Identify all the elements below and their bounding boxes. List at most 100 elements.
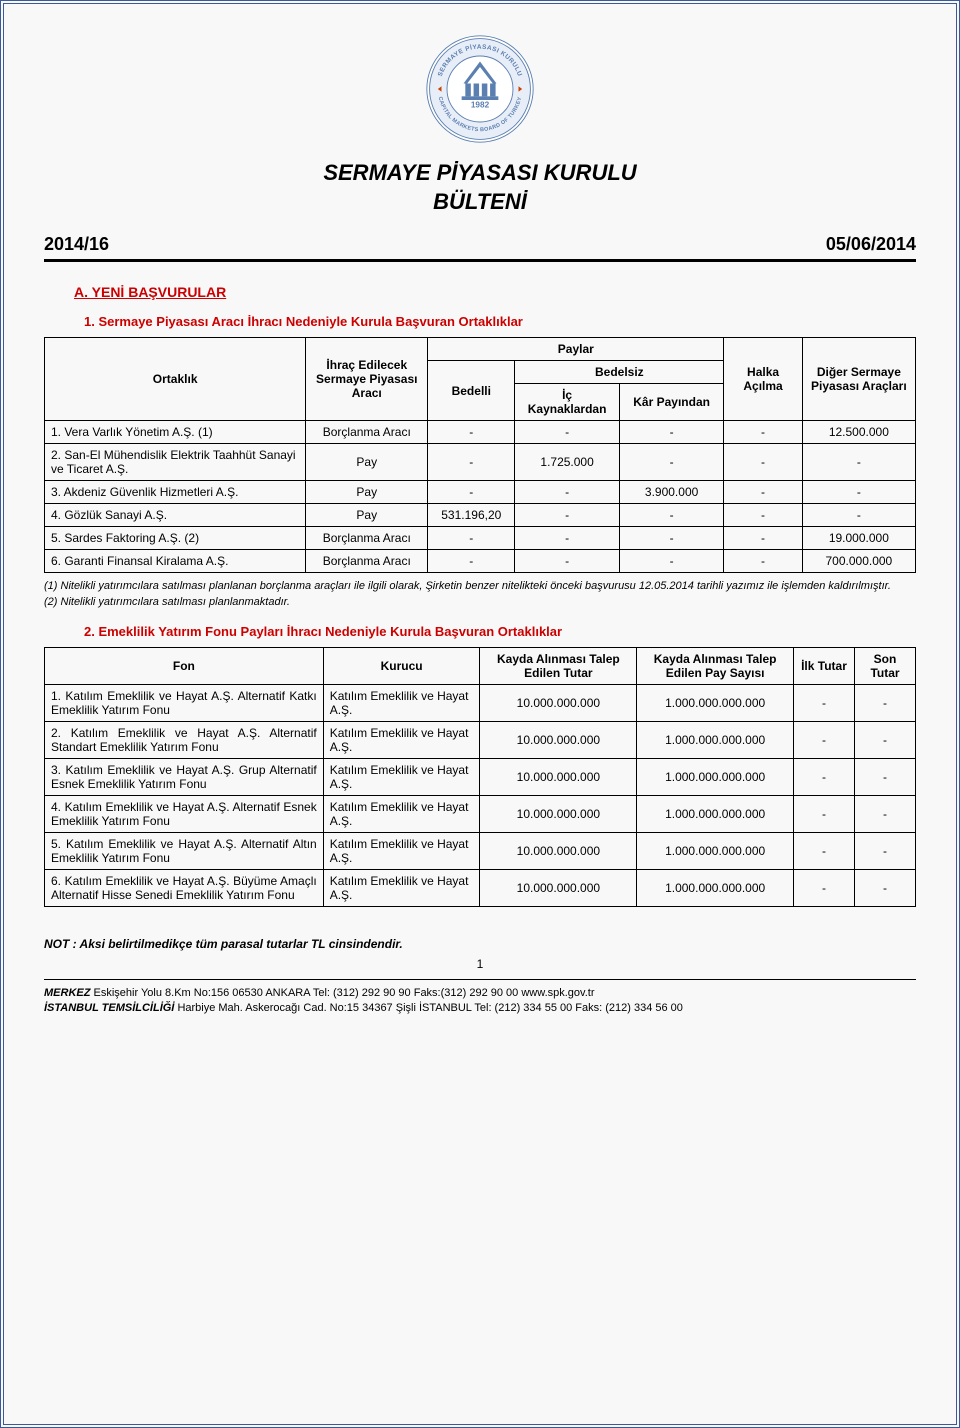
title-line-2: BÜLTENİ (433, 189, 527, 214)
table-row: 2. Katılım Emeklilik ve Hayat A.Ş. Alter… (45, 721, 916, 758)
cell-kurucu: Katılım Emeklilik ve Hayat A.Ş. (323, 832, 480, 869)
cell-son: - (854, 832, 915, 869)
issue-number: 2014/16 (44, 234, 109, 255)
cell-bedelli: - (428, 550, 515, 573)
cell-fon: 5. Katılım Emeklilik ve Hayat A.Ş. Alter… (45, 832, 324, 869)
footer-istanbul-label: İSTANBUL TEMSİLCİLİĞİ (44, 1002, 177, 1014)
note-line: NOT : Aksi belirtilmedikçe tüm parasal t… (44, 937, 916, 951)
cell-bedelli: - (428, 481, 515, 504)
cell-halka: - (724, 527, 802, 550)
th-ihrac: İhraç Edilecek Sermaye Piyasası Aracı (306, 338, 428, 421)
cell-son: - (854, 758, 915, 795)
cell-halka: - (724, 421, 802, 444)
th-talep-pay: Kayda Alınması Talep Edilen Pay Sayısı (637, 647, 794, 684)
cell-tutar: 10.000.000.000 (480, 758, 637, 795)
cell-halka: - (724, 444, 802, 481)
cell-name: 5. Sardes Faktoring A.Ş. (2) (45, 527, 306, 550)
cell-tutar: 10.000.000.000 (480, 795, 637, 832)
th-kurucu: Kurucu (323, 647, 480, 684)
cell-ic: - (515, 421, 620, 444)
cell-name: 1. Vera Varlık Yönetim A.Ş. (1) (45, 421, 306, 444)
cell-tutar: 10.000.000.000 (480, 684, 637, 721)
cell-kurucu: Katılım Emeklilik ve Hayat A.Ş. (323, 869, 480, 906)
cell-arac: Pay (306, 504, 428, 527)
cell-name: 6. Garanti Finansal Kiralama A.Ş. (45, 550, 306, 573)
issue-date: 05/06/2014 (826, 234, 916, 255)
cell-pay: 1.000.000.000.000 (637, 832, 794, 869)
subsection-1-header: 1. Sermaye Piyasası Aracı İhracı Nedeniy… (84, 314, 916, 329)
cell-pay: 1.000.000.000.000 (637, 795, 794, 832)
footnote-2: (2) Nitelikli yatırımcılara satılması pl… (44, 595, 916, 609)
cell-kurucu: Katılım Emeklilik ve Hayat A.Ş. (323, 684, 480, 721)
th-ic: İç Kaynaklardan (515, 384, 620, 421)
cell-pay: 1.000.000.000.000 (637, 869, 794, 906)
cell-diger: - (802, 444, 915, 481)
cell-bedelli: - (428, 444, 515, 481)
cell-tutar: 10.000.000.000 (480, 832, 637, 869)
cell-kurucu: Katılım Emeklilik ve Hayat A.Ş. (323, 721, 480, 758)
cell-kar: - (619, 550, 724, 573)
cell-arac: Borçlanma Aracı (306, 550, 428, 573)
cell-ic: - (515, 481, 620, 504)
svg-text:1982: 1982 (471, 100, 490, 109)
table-row: 3. Akdeniz Güvenlik Hizmetleri A.Ş.Pay--… (45, 481, 916, 504)
cell-diger: - (802, 504, 915, 527)
cell-ic: - (515, 527, 620, 550)
cell-kurucu: Katılım Emeklilik ve Hayat A.Ş. (323, 795, 480, 832)
cell-halka: - (724, 504, 802, 527)
cell-fon: 3. Katılım Emeklilik ve Hayat A.Ş. Grup … (45, 758, 324, 795)
cell-fon: 1. Katılım Emeklilik ve Hayat A.Ş. Alter… (45, 684, 324, 721)
cell-ilk: - (794, 795, 855, 832)
cell-kar: - (619, 444, 724, 481)
cell-arac: Borçlanma Aracı (306, 527, 428, 550)
cell-diger: - (802, 481, 915, 504)
table-1-header-row-1: Ortaklık İhraç Edilecek Sermaye Piyasası… (45, 338, 916, 361)
cell-ic: - (515, 504, 620, 527)
logo-container: SERMAYE PİYASASI KURULU CAPITAL MARKETS … (44, 34, 916, 149)
cell-ilk: - (794, 832, 855, 869)
table-row: 6. Katılım Emeklilik ve Hayat A.Ş. Büyüm… (45, 869, 916, 906)
table-row: 6. Garanti Finansal Kiralama A.Ş.Borçlan… (45, 550, 916, 573)
footer-merkez-text: Eskişehir Yolu 8.Km No:156 06530 ANKARA … (94, 987, 595, 999)
th-diger: Diğer Sermaye Piyasası Araçları (802, 338, 915, 421)
subsection-2-header: 2. Emeklilik Yatırım Fonu Payları İhracı… (84, 624, 916, 639)
cell-ic: - (515, 550, 620, 573)
cell-fon: 2. Katılım Emeklilik ve Hayat A.Ş. Alter… (45, 721, 324, 758)
section-a-header: A. YENİ BAŞVURULAR (74, 284, 916, 300)
cell-diger: 700.000.000 (802, 550, 915, 573)
cell-fon: 6. Katılım Emeklilik ve Hayat A.Ş. Büyüm… (45, 869, 324, 906)
cell-fon: 4. Katılım Emeklilik ve Hayat A.Ş. Alter… (45, 795, 324, 832)
cell-name: 3. Akdeniz Güvenlik Hizmetleri A.Ş. (45, 481, 306, 504)
table-row: 1. Katılım Emeklilik ve Hayat A.Ş. Alter… (45, 684, 916, 721)
cell-name: 4. Gözlük Sanayi A.Ş. (45, 504, 306, 527)
cell-name: 2. San-El Mühendislik Elektrik Taahhüt S… (45, 444, 306, 481)
table-2: Fon Kurucu Kayda Alınması Talep Edilen T… (44, 647, 916, 907)
footer-istanbul-text: Harbiye Mah. Askerocağı Cad. No:15 34367… (177, 1002, 682, 1014)
table-row: 2. San-El Mühendislik Elektrik Taahhüt S… (45, 444, 916, 481)
cell-tutar: 10.000.000.000 (480, 869, 637, 906)
footer: MERKEZ Eskişehir Yolu 8.Km No:156 06530 … (44, 986, 916, 1017)
cell-diger: 19.000.000 (802, 527, 915, 550)
th-paylar: Paylar (428, 338, 724, 361)
th-talep-tutar: Kayda Alınması Talep Edilen Tutar (480, 647, 637, 684)
table-row: 5. Sardes Faktoring A.Ş. (2)Borçlanma Ar… (45, 527, 916, 550)
footnote-1: (1) Nitelikli yatırımcılara satılması pl… (44, 579, 916, 593)
footer-merkez: MERKEZ Eskişehir Yolu 8.Km No:156 06530 … (44, 986, 916, 1001)
th-ortaklik: Ortaklık (45, 338, 306, 421)
cell-halka: - (724, 550, 802, 573)
cell-son: - (854, 684, 915, 721)
table-1: Ortaklık İhraç Edilecek Sermaye Piyasası… (44, 337, 916, 573)
th-fon: Fon (45, 647, 324, 684)
table-row: 4. Katılım Emeklilik ve Hayat A.Ş. Alter… (45, 795, 916, 832)
cell-tutar: 10.000.000.000 (480, 721, 637, 758)
cell-son: - (854, 869, 915, 906)
cell-son: - (854, 721, 915, 758)
th-ilk: İlk Tutar (794, 647, 855, 684)
cell-kar: - (619, 527, 724, 550)
cell-kurucu: Katılım Emeklilik ve Hayat A.Ş. (323, 758, 480, 795)
cell-diger: 12.500.000 (802, 421, 915, 444)
cell-pay: 1.000.000.000.000 (637, 721, 794, 758)
table-2-header-row: Fon Kurucu Kayda Alınması Talep Edilen T… (45, 647, 916, 684)
table-row: 5. Katılım Emeklilik ve Hayat A.Ş. Alter… (45, 832, 916, 869)
footer-merkez-label: MERKEZ (44, 987, 94, 999)
